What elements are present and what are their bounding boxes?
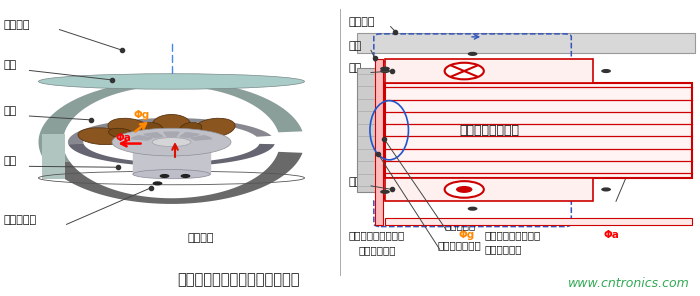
Text: （无效磁通）: （无效磁通） [484,244,522,254]
Circle shape [444,63,484,79]
Circle shape [380,69,390,73]
Text: 磁体: 磁体 [349,41,362,51]
Text: （有效磁通）: （有效磁通） [358,245,396,255]
Circle shape [601,187,611,192]
Text: 铁芯: 铁芯 [4,156,17,166]
Circle shape [181,174,190,178]
Circle shape [380,67,390,71]
Text: 无刷电机结构示例（外转子型）: 无刷电机结构示例（外转子型） [177,272,300,287]
Circle shape [160,174,169,178]
Ellipse shape [180,123,202,134]
Ellipse shape [141,123,163,134]
Text: 霍尔传感器: 霍尔传感器 [444,220,476,230]
Polygon shape [46,152,302,204]
Polygon shape [164,132,179,136]
Bar [385,59,594,83]
Polygon shape [144,133,163,138]
Ellipse shape [38,74,304,89]
Circle shape [456,186,472,193]
Bar [385,218,692,225]
Polygon shape [69,144,274,166]
Text: Φg: Φg [458,230,475,240]
Text: 来自转子磁体的磁通: 来自转子磁体的磁通 [349,230,405,240]
Ellipse shape [193,118,235,138]
Text: www.cntronics.com: www.cntronics.com [568,277,690,290]
Text: 霍尔传感器支架: 霍尔传感器支架 [438,240,482,250]
Text: 绕组: 绕组 [349,63,362,73]
Ellipse shape [78,128,126,145]
Circle shape [153,181,162,186]
Polygon shape [131,136,152,140]
Text: 电枢电流产生的磁通: 电枢电流产生的磁通 [484,230,540,240]
Bar [385,83,692,178]
Polygon shape [68,118,272,144]
Text: 电路板: 电路板 [630,159,650,169]
Text: Φa: Φa [116,133,132,143]
Polygon shape [133,149,210,174]
Ellipse shape [152,138,191,147]
Text: Φg: Φg [134,110,150,120]
Ellipse shape [108,118,150,138]
Polygon shape [42,134,65,179]
Polygon shape [38,80,302,163]
Text: 绕组: 绕组 [4,60,17,70]
Text: 绕组: 绕组 [349,177,362,187]
Text: 电枢电流: 电枢电流 [188,233,214,243]
Text: 转子轭部: 转子轭部 [349,17,375,27]
Text: 位置传感器: 位置传感器 [4,215,36,226]
Text: 磁体: 磁体 [4,106,17,116]
Bar [357,68,377,192]
Circle shape [380,190,390,194]
Circle shape [468,52,477,56]
Ellipse shape [112,128,231,156]
Polygon shape [191,136,212,140]
Bar [357,33,695,53]
Bar [374,59,383,225]
Ellipse shape [153,115,190,135]
Polygon shape [180,133,200,138]
Circle shape [468,207,477,211]
Circle shape [444,181,484,198]
Circle shape [601,69,611,73]
Text: 转子轭部: 转子轭部 [4,20,30,30]
Text: Φa: Φa [603,230,620,240]
Ellipse shape [108,128,134,138]
Text: 铁芯（定子铁芯）: 铁芯（定子铁芯） [459,124,519,137]
Bar [385,178,594,201]
Ellipse shape [133,170,210,179]
